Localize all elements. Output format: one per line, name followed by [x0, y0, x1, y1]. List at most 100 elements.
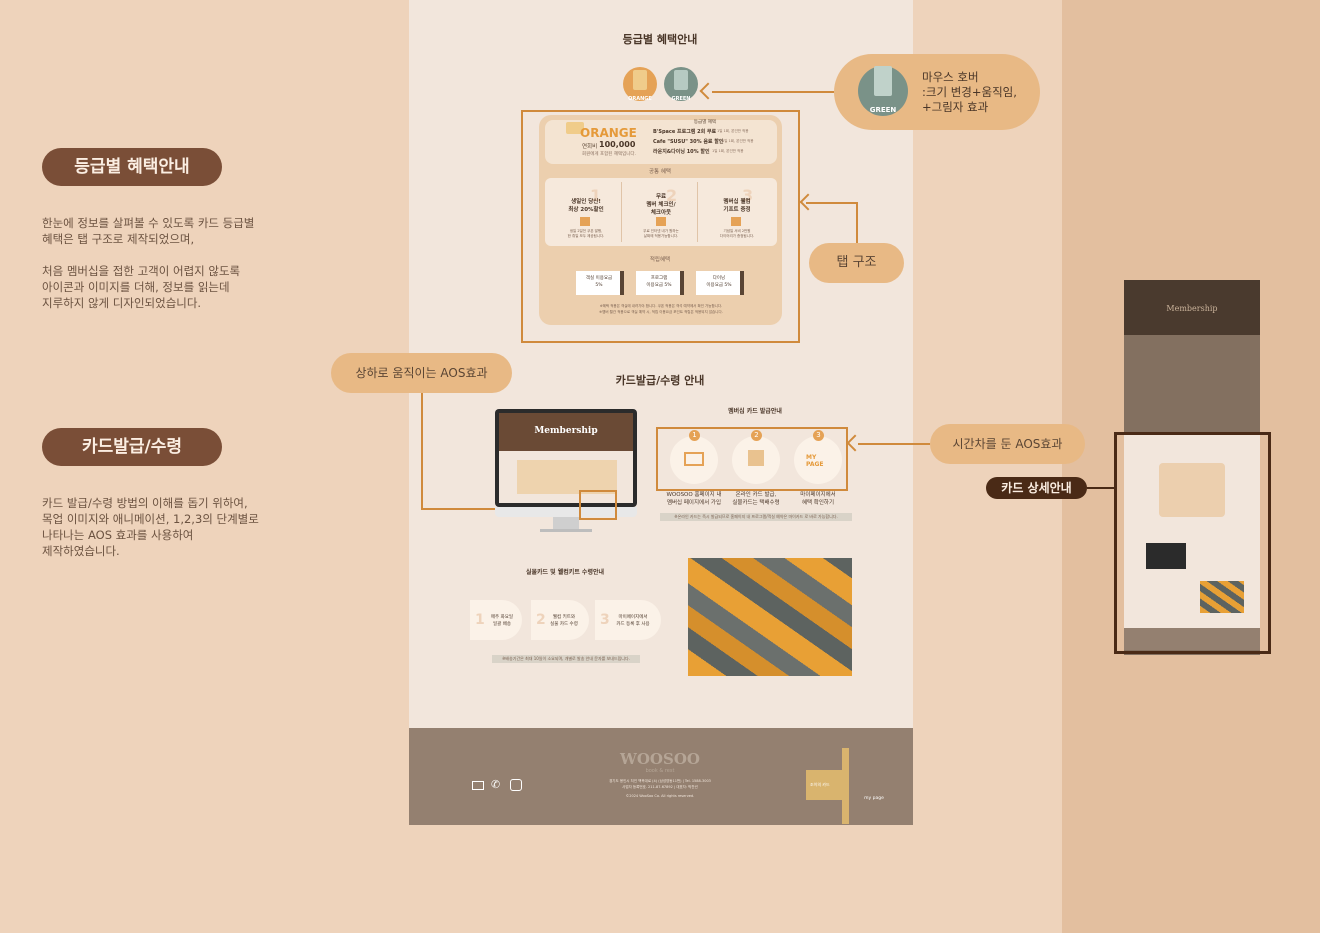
grade-benefit-note: 1일 1회, 본인만 적용 — [712, 149, 744, 153]
common-note: 생일 2일전 쿠폰 발행, 한 휴일 모두 제공됩니다. — [567, 229, 605, 238]
common-title: 무료 멤버 체크인/ 체크아웃 — [646, 194, 676, 216]
card-icon — [674, 70, 688, 90]
monitor-card-panel — [517, 460, 617, 494]
common-note: 기념일 서비 2만원 다이어리가 증정됩니다. — [719, 229, 755, 238]
receive-step-card — [531, 600, 589, 640]
section-desc-benefits: 한눈에 정보를 살펴볼 수 있도록 카드 등급별 혜택은 탭 구조로 제작되었으… — [42, 216, 255, 310]
connector-line — [856, 202, 858, 243]
thumb-hero — [1124, 280, 1260, 335]
connector-line — [806, 202, 858, 204]
gift-icon — [748, 450, 764, 466]
common-num: 1 — [590, 186, 602, 205]
grade-name: ORANGE — [580, 126, 637, 140]
grade-benefits-title: 등급별 혜택 — [693, 120, 717, 125]
gift-icon — [656, 217, 666, 226]
tab-green-hover-label: GREEN — [869, 106, 897, 114]
monitor-hero — [499, 413, 633, 451]
receive-step-num: 3 — [600, 612, 610, 628]
common-num: 2 — [666, 186, 678, 205]
phone-icon[interactable]: ✆ — [491, 778, 501, 791]
monitor-chin — [495, 507, 637, 517]
step-label: 온라인 카드 발급, 실물카드는 택배수령 — [732, 492, 780, 506]
receive-step-label: 매주 화요일 일괄 배송 — [490, 615, 514, 627]
step-circle — [670, 436, 718, 484]
coupon-icon — [636, 271, 684, 295]
callout-card-detail: 카드 상세안내 — [986, 477, 1087, 499]
connector-line — [421, 393, 423, 510]
mypage-icon: MY PAGE — [806, 454, 824, 468]
benefit-box-outline — [521, 110, 800, 343]
grade-benefit-note: 1일 1회, 본인만 적용 — [722, 139, 754, 143]
issue-note: ※온라인 카드는 즉시 발급되므로 홈페이지 내 프로그램/객실 예약은 마이카… — [660, 513, 852, 521]
footer-line: 사업자 등록번호. 211-87-67892 | 대표자: 박찬년 — [622, 785, 698, 789]
card-icon — [874, 66, 892, 96]
grade-benefit: Cafe "SUSU" 30% 음료 할인 — [653, 139, 724, 145]
common-num: 3 — [742, 186, 754, 205]
connector-line — [712, 91, 834, 93]
common-title: 멤버십 웰컴 기프트 증정 — [723, 199, 751, 213]
grade-note: 회원에게 포함된 혜택입니다. — [582, 152, 636, 157]
step-number: 2 — [751, 430, 762, 441]
extra-benefit: 프로그램 이용요금 5% — [646, 276, 672, 288]
monitor-base — [540, 529, 592, 532]
extra-benefit: 다이닝 이용요금 5% — [706, 276, 732, 288]
step-number: 3 — [813, 430, 824, 441]
thumb-monitor — [1146, 543, 1186, 569]
highlight-box — [579, 490, 617, 520]
benefit-footnote: ※멤버 월간 적용으로 객실 예약 시, 적립 이용요금 포인트 적립은 적용되… — [599, 310, 723, 314]
extra-benefit: 객실 이용요금 5% — [585, 276, 613, 288]
instagram-icon[interactable] — [510, 779, 522, 791]
monitor-label: Membership — [534, 426, 598, 436]
thumb-photo — [1200, 581, 1244, 613]
receive-step-num: 2 — [536, 612, 546, 628]
receive-step-label: 마이페이지에서 카드 등록 후 사용 — [616, 615, 650, 627]
section-desc-issue: 카드 발급/수령 방법의 이해를 돕기 위하여, 목업 이미지와 애니메이션, … — [42, 496, 259, 558]
coupon-icon — [696, 271, 744, 295]
receive-title: 실물카드 및 웰컴키트 수령안내 — [525, 569, 605, 576]
monitor-icon — [684, 452, 704, 466]
footer-mypage[interactable]: my page — [864, 796, 884, 801]
connector-line — [1087, 487, 1114, 489]
grade-benefit: 라운지&다이닝 10% 할인 — [653, 149, 710, 155]
common-title: 생일인 당신! 최상 20%할인 — [568, 199, 604, 213]
connector-line — [858, 443, 930, 445]
grade-fee-label: 연회비 — [582, 144, 598, 150]
tab-green-label: GREEN — [671, 96, 691, 102]
common-benefits-panel — [545, 178, 777, 246]
thumb-hero-label: Membership — [1166, 304, 1218, 313]
step-circle — [794, 436, 842, 484]
footer-bar — [842, 748, 849, 824]
step-label: WOOSOO 홈페이지 내 멤버십 페이지에서 가입 — [666, 492, 722, 506]
card-icon — [566, 122, 584, 134]
footer-logo: WOOSOO — [620, 750, 700, 768]
mock-issue-title: 카드발급/수령 안내 — [615, 374, 705, 387]
extra-benefits-title: 적립혜택 — [649, 257, 671, 263]
footer-card-widget[interactable] — [806, 770, 848, 800]
callout-aos-updown: 상하로 움직이는 AOS효과 — [331, 353, 512, 393]
gift-icon — [731, 217, 741, 226]
steps-outline — [656, 427, 848, 491]
thumb-highlight — [1114, 432, 1271, 654]
receive-step-card — [470, 600, 522, 640]
benefit-footnote: ※혜택 적용은 객실에 내려가야 합니다. 쿠폰 적용은 객석 예약에서 확인 … — [599, 304, 723, 308]
step-number: 1 — [689, 430, 700, 441]
card-icon — [633, 70, 647, 90]
tab-orange-label: ORANGE — [628, 96, 652, 102]
footer-line: 경기도 용인시 처인 백옥대로 (4) (삼성영동11번) | Tel. 158… — [609, 779, 711, 783]
issue-subtitle: 멤버십 카드 발급안내 — [728, 408, 782, 415]
section-title-benefits: 등급별 혜택안내 — [42, 148, 222, 186]
grade-benefit: B'Space 프로그램 2회 무료 — [653, 129, 717, 135]
footer-logo-sub: book & rest — [645, 768, 675, 774]
receive-step-num: 1 — [475, 612, 485, 628]
section-title-issue: 카드발급/수령 — [42, 428, 222, 466]
monitor-stand — [553, 517, 579, 529]
footer-card-label: 조이의 카드 — [810, 782, 830, 787]
receive-step-label: 웰컴 키트와 실물 카드 수령 — [550, 615, 578, 627]
callout-hover-text: 마우스 호버 :크기 변경+움직임, +그림자 효과 — [922, 70, 1017, 114]
grade-fee: 100,000 — [599, 140, 636, 149]
mock-benefit-title: 등급별 혜택안내 — [622, 33, 698, 46]
mail-icon[interactable] — [472, 781, 484, 790]
common-benefits-title: 공통 혜택 — [649, 169, 671, 175]
divider — [697, 182, 698, 242]
receive-note: ※배송기간은 최대 10일이 소요되며, 개별로 발송 안내 문자를 보내드립니… — [492, 655, 640, 663]
